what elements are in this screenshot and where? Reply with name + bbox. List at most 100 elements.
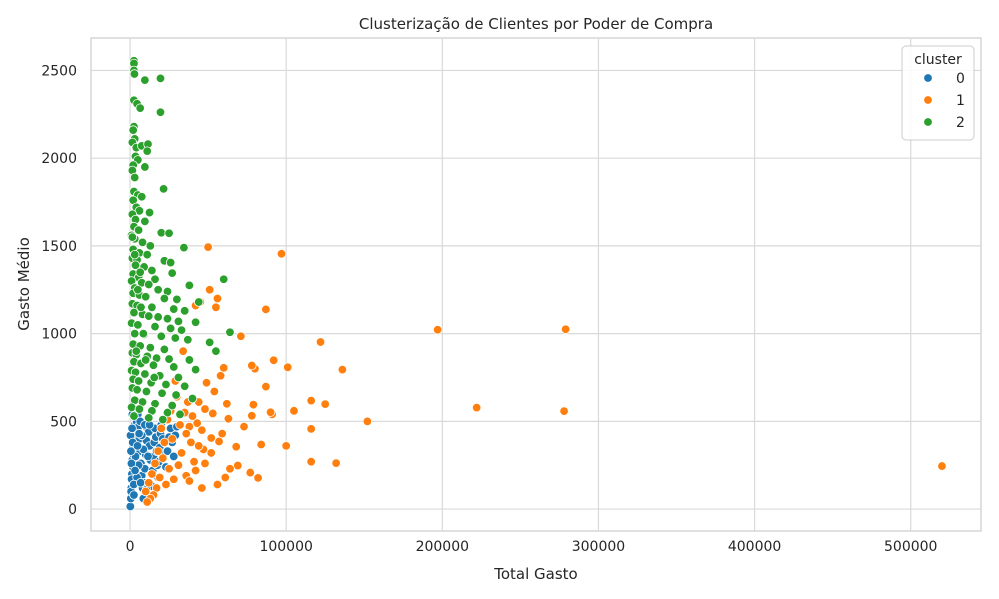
data-point — [155, 472, 165, 483]
chart-title: Clusterização de Clientes por Poder de C… — [359, 15, 713, 33]
data-point — [204, 337, 215, 348]
legend-items: 0 1 2 — [923, 71, 965, 131]
x-tick-label: 300000 — [572, 539, 625, 555]
data-point — [261, 381, 271, 392]
x-tick-label: 400000 — [728, 539, 781, 555]
data-point — [184, 476, 195, 486]
data-point — [156, 331, 166, 341]
data-point — [167, 400, 177, 411]
data-points — [125, 56, 947, 512]
data-point — [125, 501, 136, 512]
data-point — [215, 371, 226, 381]
data-point — [133, 285, 143, 295]
data-point — [129, 69, 140, 79]
data-point — [220, 472, 230, 483]
data-point — [133, 376, 144, 386]
data-point — [175, 409, 185, 420]
x-tick-label: 100000 — [259, 539, 312, 555]
y-tick-labels: 0 500 1000 1500 2000 2500 — [41, 63, 77, 518]
data-point — [157, 388, 167, 398]
y-tick-label: 1000 — [41, 327, 77, 343]
data-point — [194, 297, 204, 307]
data-point — [253, 473, 263, 483]
data-point — [211, 346, 221, 356]
data-point — [158, 184, 169, 194]
data-point — [144, 279, 154, 290]
data-point — [156, 423, 166, 434]
data-point — [560, 324, 571, 334]
data-point — [134, 428, 144, 439]
data-point — [276, 249, 287, 259]
data-point — [245, 467, 255, 478]
data-point — [140, 292, 151, 302]
x-tick-label: 500000 — [884, 539, 937, 555]
data-point — [183, 335, 193, 345]
data-point — [239, 421, 249, 432]
data-point — [140, 486, 151, 497]
data-point — [129, 490, 139, 500]
data-point — [159, 293, 170, 304]
data-point — [169, 362, 179, 372]
data-point — [135, 103, 145, 113]
data-point — [197, 425, 207, 435]
data-point — [179, 306, 190, 316]
legend-marker — [923, 95, 933, 105]
data-point — [219, 363, 229, 373]
data-point — [150, 458, 160, 469]
y-tick-label: 2000 — [41, 151, 77, 167]
data-point — [559, 406, 569, 416]
data-point — [158, 453, 168, 463]
data-point — [200, 404, 210, 414]
data-point — [190, 465, 201, 476]
data-point — [130, 328, 140, 339]
data-point — [189, 456, 199, 467]
data-point — [140, 75, 150, 85]
data-point — [142, 497, 152, 507]
data-point — [147, 265, 157, 276]
data-point — [206, 448, 216, 458]
data-point — [184, 280, 195, 291]
data-point — [247, 411, 257, 421]
data-point — [179, 381, 190, 391]
data-point — [144, 207, 155, 218]
data-point — [190, 364, 201, 375]
data-point — [222, 399, 232, 409]
data-point — [137, 192, 147, 202]
data-point — [362, 416, 373, 427]
legend-label: 0 — [956, 71, 965, 87]
data-point — [178, 346, 188, 356]
data-point — [247, 360, 257, 371]
y-tick-label: 1500 — [41, 239, 77, 255]
data-point — [126, 402, 137, 413]
data-point — [138, 328, 149, 339]
x-axis-label: Total Gasto — [493, 565, 578, 583]
data-point — [217, 428, 227, 439]
y-axis-label: Gasto Médio — [15, 237, 33, 331]
data-point — [225, 327, 235, 337]
y-gridlines — [91, 69, 981, 510]
plot-area — [90, 37, 982, 532]
data-point — [184, 355, 195, 365]
data-point — [306, 424, 316, 434]
data-point — [432, 325, 443, 335]
data-point — [127, 232, 138, 242]
data-point — [140, 355, 151, 365]
y-tick-label: 2500 — [41, 63, 77, 79]
legend-label: 1 — [956, 93, 965, 109]
data-point — [471, 402, 482, 413]
data-point — [164, 228, 174, 238]
data-point — [331, 458, 341, 468]
series-2 — [126, 56, 235, 425]
data-point — [176, 325, 187, 335]
data-point — [197, 483, 207, 493]
data-point — [181, 428, 191, 439]
data-point — [133, 225, 144, 235]
legend-box — [901, 45, 975, 141]
x-tick-label: 200000 — [416, 539, 469, 555]
data-point — [169, 304, 179, 314]
data-point — [128, 125, 138, 135]
data-point — [155, 107, 166, 117]
data-point — [148, 360, 159, 370]
data-point — [223, 414, 234, 424]
